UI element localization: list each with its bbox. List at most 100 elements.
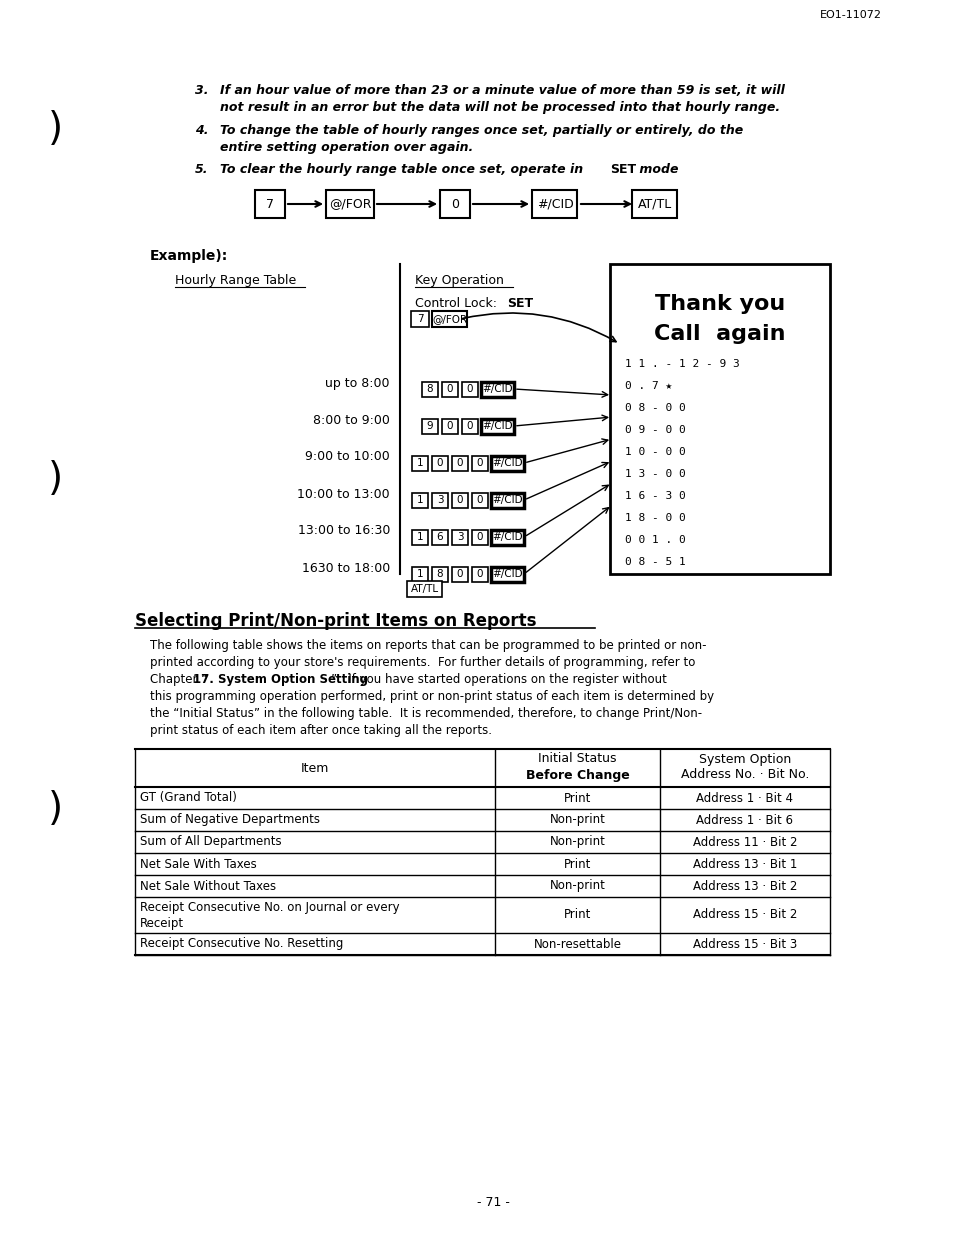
Text: AT/TL: AT/TL	[411, 584, 438, 593]
Text: 0: 0	[456, 569, 463, 579]
FancyBboxPatch shape	[532, 190, 577, 218]
Text: 0: 0	[446, 421, 453, 431]
FancyBboxPatch shape	[412, 529, 428, 544]
FancyBboxPatch shape	[254, 190, 285, 218]
Text: ): )	[48, 460, 63, 498]
Text: 1: 1	[416, 532, 423, 541]
Text: Address 15 · Bit 2: Address 15 · Bit 2	[692, 908, 797, 922]
Text: 7: 7	[416, 313, 423, 325]
Text: Sum of All Departments: Sum of All Departments	[140, 835, 281, 849]
Text: #/CID: #/CID	[482, 384, 513, 394]
Text: To change the table of hourly ranges once set, partially or entirely, do the: To change the table of hourly ranges onc…	[220, 124, 742, 138]
Text: Receipt Consecutive No. on Journal or every: Receipt Consecutive No. on Journal or ev…	[140, 901, 399, 913]
Text: Address 1 · Bit 6: Address 1 · Bit 6	[696, 814, 793, 826]
Text: 0: 0	[456, 496, 463, 506]
Text: EO1-11072: EO1-11072	[820, 10, 882, 20]
FancyBboxPatch shape	[472, 492, 488, 508]
Text: Address 13 · Bit 2: Address 13 · Bit 2	[692, 880, 797, 892]
Text: 0: 0	[476, 496, 483, 506]
FancyBboxPatch shape	[407, 581, 442, 597]
Text: Print: Print	[563, 908, 591, 922]
Text: 3.: 3.	[194, 84, 209, 97]
Text: #/CID: #/CID	[492, 569, 523, 579]
Text: Non-print: Non-print	[549, 835, 605, 849]
FancyBboxPatch shape	[472, 456, 488, 471]
Text: 1: 1	[416, 496, 423, 506]
Text: #/CID: #/CID	[482, 421, 513, 431]
Text: Print: Print	[563, 857, 591, 871]
FancyBboxPatch shape	[441, 419, 457, 434]
Text: Net Sale Without Taxes: Net Sale Without Taxes	[140, 880, 275, 892]
Text: - 71 -: - 71 -	[476, 1196, 509, 1209]
Text: 9:00 to 10:00: 9:00 to 10:00	[305, 451, 390, 463]
Text: 0: 0	[466, 421, 473, 431]
Text: Non-resettable: Non-resettable	[533, 938, 620, 950]
FancyBboxPatch shape	[452, 529, 468, 544]
Text: Address 1 · Bit 4: Address 1 · Bit 4	[696, 792, 793, 804]
Text: not result in an error but the data will not be processed into that hourly range: not result in an error but the data will…	[220, 102, 780, 114]
Text: 0: 0	[436, 458, 443, 468]
FancyBboxPatch shape	[461, 419, 477, 434]
Text: Address 11 · Bit 2: Address 11 · Bit 2	[692, 835, 797, 849]
Text: GT (Grand Total): GT (Grand Total)	[140, 792, 236, 804]
Text: The following table shows the items on reports that can be programmed to be prin: The following table shows the items on r…	[150, 639, 706, 652]
FancyBboxPatch shape	[491, 492, 524, 508]
FancyBboxPatch shape	[421, 382, 437, 396]
Text: Item: Item	[300, 762, 329, 774]
Text: 5.: 5.	[194, 164, 209, 176]
Text: 4.: 4.	[194, 124, 209, 138]
FancyBboxPatch shape	[412, 456, 428, 471]
Text: 0: 0	[476, 569, 483, 579]
Text: SET: SET	[506, 297, 533, 310]
Text: #/CID: #/CID	[492, 496, 523, 506]
Text: 0 . 7 ★: 0 . 7 ★	[624, 382, 672, 392]
Text: Hourly Range Table: Hourly Range Table	[174, 274, 296, 287]
Text: 1 8 - 0 0: 1 8 - 0 0	[624, 513, 685, 523]
Text: 8: 8	[436, 569, 443, 579]
Text: 1 3 - 0 0: 1 3 - 0 0	[624, 470, 685, 479]
Text: Initial Status: Initial Status	[537, 752, 616, 766]
Text: Address 15 · Bit 3: Address 15 · Bit 3	[692, 938, 797, 950]
Text: Address No. · Bit No.: Address No. · Bit No.	[680, 768, 808, 782]
Text: print status of each item after once taking all the reports.: print status of each item after once tak…	[150, 724, 492, 737]
Text: 8:00 to 9:00: 8:00 to 9:00	[313, 414, 390, 426]
Text: Receipt Consecutive No. Resetting: Receipt Consecutive No. Resetting	[140, 938, 343, 950]
FancyBboxPatch shape	[421, 419, 437, 434]
Text: #/CID: #/CID	[536, 197, 573, 211]
Text: @/FOR: @/FOR	[329, 197, 371, 211]
Bar	[609, 264, 829, 574]
Text: 0 0 1 . 0: 0 0 1 . 0	[624, 535, 685, 545]
Text: Thank you: Thank you	[654, 294, 784, 313]
Text: 0: 0	[456, 458, 463, 468]
Text: @/FOR: @/FOR	[432, 313, 467, 325]
Text: 0: 0	[476, 532, 483, 541]
Text: ”.  If you have started operations on the register without: ”. If you have started operations on the…	[331, 673, 666, 686]
Text: 1630 to 18:00: 1630 to 18:00	[301, 561, 390, 575]
FancyBboxPatch shape	[452, 492, 468, 508]
FancyBboxPatch shape	[491, 566, 524, 581]
Text: Example):: Example):	[150, 249, 228, 263]
FancyBboxPatch shape	[432, 456, 448, 471]
Text: 13:00 to 16:30: 13:00 to 16:30	[297, 524, 390, 538]
FancyBboxPatch shape	[491, 456, 524, 471]
Text: 0: 0	[446, 384, 453, 394]
Text: ): )	[48, 790, 63, 828]
Text: Non-print: Non-print	[549, 880, 605, 892]
Text: #/CID: #/CID	[492, 532, 523, 541]
Text: #/CID: #/CID	[492, 458, 523, 468]
Text: 10:00 to 13:00: 10:00 to 13:00	[297, 487, 390, 501]
FancyBboxPatch shape	[412, 492, 428, 508]
Text: Receipt: Receipt	[140, 917, 184, 929]
FancyBboxPatch shape	[432, 566, 448, 581]
Text: Selecting Print/Non-print Items on Reports: Selecting Print/Non-print Items on Repor…	[135, 612, 536, 629]
Text: up to 8:00: up to 8:00	[325, 377, 390, 389]
FancyBboxPatch shape	[432, 529, 448, 544]
Text: Key Operation: Key Operation	[415, 274, 503, 287]
Text: System Option: System Option	[699, 752, 790, 766]
FancyBboxPatch shape	[461, 382, 477, 396]
Text: 1 1 . - 1 2 - 9 3: 1 1 . - 1 2 - 9 3	[624, 359, 739, 369]
FancyBboxPatch shape	[472, 566, 488, 581]
Text: 8: 8	[426, 384, 433, 394]
Text: 0: 0	[466, 384, 473, 394]
Text: 3: 3	[456, 532, 463, 541]
